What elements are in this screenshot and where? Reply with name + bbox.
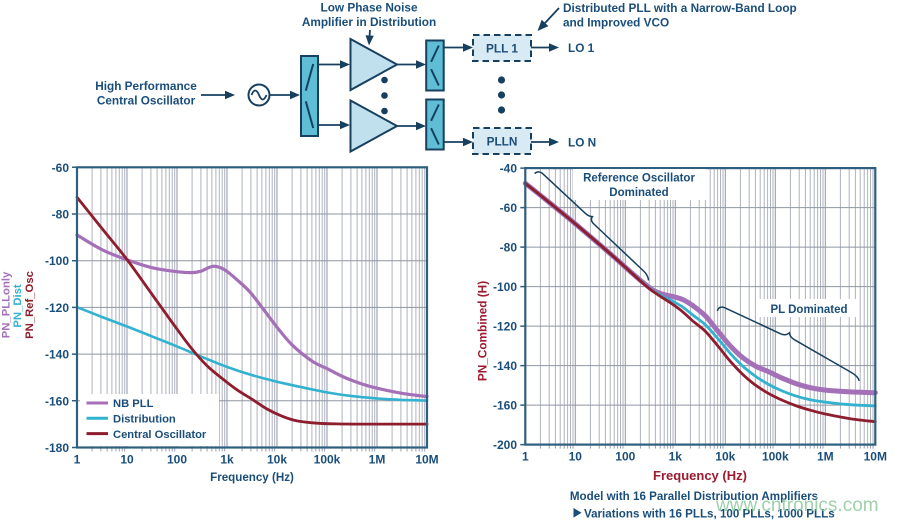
svg-text:-180: -180 (45, 441, 69, 455)
svg-text:10M: 10M (415, 453, 438, 467)
svg-text:PN_Combined (H): PN_Combined (H) (476, 281, 490, 381)
svg-text:10: 10 (120, 453, 134, 467)
svg-text:-80: -80 (52, 208, 70, 222)
svg-text:Central Oscillator: Central Oscillator (97, 94, 196, 108)
svg-text:-100: -100 (45, 254, 69, 268)
svg-text:PLL 1: PLL 1 (486, 42, 518, 56)
svg-text:10k: 10k (267, 453, 287, 467)
svg-text:-120: -120 (493, 320, 517, 334)
svg-text:-200: -200 (493, 438, 517, 452)
svg-text:-140: -140 (45, 348, 69, 362)
svg-text:100: 100 (615, 450, 635, 464)
svg-text:PLLN: PLLN (487, 135, 518, 149)
svg-text:100k: 100k (762, 450, 789, 464)
svg-text:-80: -80 (500, 241, 518, 255)
svg-text:1M: 1M (369, 453, 386, 467)
svg-text:-60: -60 (52, 161, 70, 175)
svg-text:and Improved VCO: and Improved VCO (563, 16, 669, 30)
svg-text:Frequency (Hz): Frequency (Hz) (210, 471, 294, 484)
svg-text:Amplifier in Distribution: Amplifier in Distribution (302, 15, 436, 29)
svg-text:1M: 1M (817, 450, 834, 464)
svg-text:-120: -120 (45, 301, 69, 315)
svg-text:LO 1: LO 1 (568, 41, 595, 55)
svg-text:Variations with 16 PLLs, 100 P: Variations with 16 PLLs, 100 PLLs, 1000 … (584, 508, 835, 520)
svg-text:Distribution: Distribution (113, 414, 176, 426)
svg-text:1k: 1k (669, 450, 683, 464)
svg-text:-60: -60 (500, 201, 518, 215)
svg-text:PN_PLLonly: PN_PLLonly (1, 271, 13, 338)
svg-text:-160: -160 (45, 394, 69, 408)
svg-text:www.cntronics.com: www.cntronics.com (715, 495, 879, 516)
svg-text:1: 1 (522, 450, 529, 464)
svg-text:10M: 10M (864, 450, 887, 464)
svg-text:Distributed PLL with a Narrow-: Distributed PLL with a Narrow-Band Loop (563, 1, 797, 15)
svg-text:Dominated: Dominated (609, 187, 668, 199)
svg-text:PL Dominated: PL Dominated (770, 304, 847, 316)
svg-text:1: 1 (74, 453, 81, 467)
svg-text:Low Phase Noise: Low Phase Noise (320, 1, 417, 15)
svg-text:1k: 1k (220, 453, 234, 467)
svg-text:100k: 100k (314, 453, 341, 467)
svg-text:LO N: LO N (568, 136, 596, 150)
svg-text:10: 10 (569, 450, 583, 464)
svg-text:-40: -40 (500, 162, 518, 176)
svg-text:-160: -160 (493, 399, 517, 413)
svg-text:Frequency (Hz): Frequency (Hz) (653, 468, 747, 483)
svg-text:PN_Ref_Osc: PN_Ref_Osc (24, 271, 36, 339)
svg-text:10k: 10k (715, 450, 735, 464)
svg-text:100: 100 (167, 453, 187, 467)
svg-text:Model with 16 Parallel Distrib: Model with 16 Parallel Distribution Ampl… (570, 490, 818, 503)
svg-text:NB PLL: NB PLL (113, 398, 154, 410)
svg-text:Reference Oscillator: Reference Oscillator (583, 173, 695, 185)
svg-text:PN_Dist: PN_Dist (12, 284, 24, 328)
svg-text:High Performance: High Performance (95, 79, 197, 93)
svg-text:Central Oscillator: Central Oscillator (113, 429, 207, 441)
svg-text:-100: -100 (493, 280, 517, 294)
svg-text:-140: -140 (493, 359, 517, 373)
